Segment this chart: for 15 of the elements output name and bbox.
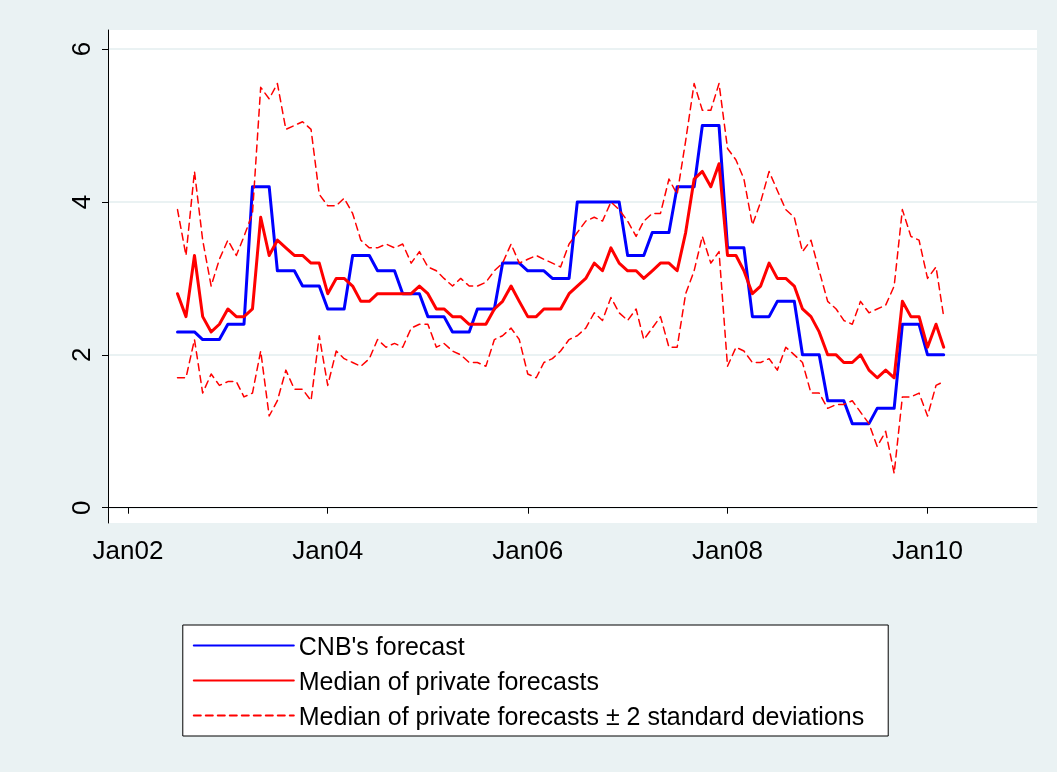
line-series <box>176 82 945 326</box>
legend-label: Median of private forecasts ± 2 standard deviations <box>298 701 865 730</box>
y-tick-label: 6 <box>66 41 96 57</box>
legend-label: CNB's forecast <box>298 631 465 660</box>
y-tick-label: 2 <box>66 347 96 363</box>
y-tick-label: 4 <box>66 194 96 210</box>
x-tick-label: Jan08 <box>692 535 763 565</box>
x-tick-label: Jan10 <box>892 535 963 565</box>
x-tick-label: Jan04 <box>292 535 364 565</box>
legend-label: Median of private forecasts <box>298 666 599 695</box>
line-series <box>176 162 946 380</box>
x-tick-label: Jan02 <box>92 535 164 565</box>
x-tick-label: Jan06 <box>492 535 564 565</box>
line-series <box>176 124 946 426</box>
y-tick-label: 0 <box>66 500 96 515</box>
